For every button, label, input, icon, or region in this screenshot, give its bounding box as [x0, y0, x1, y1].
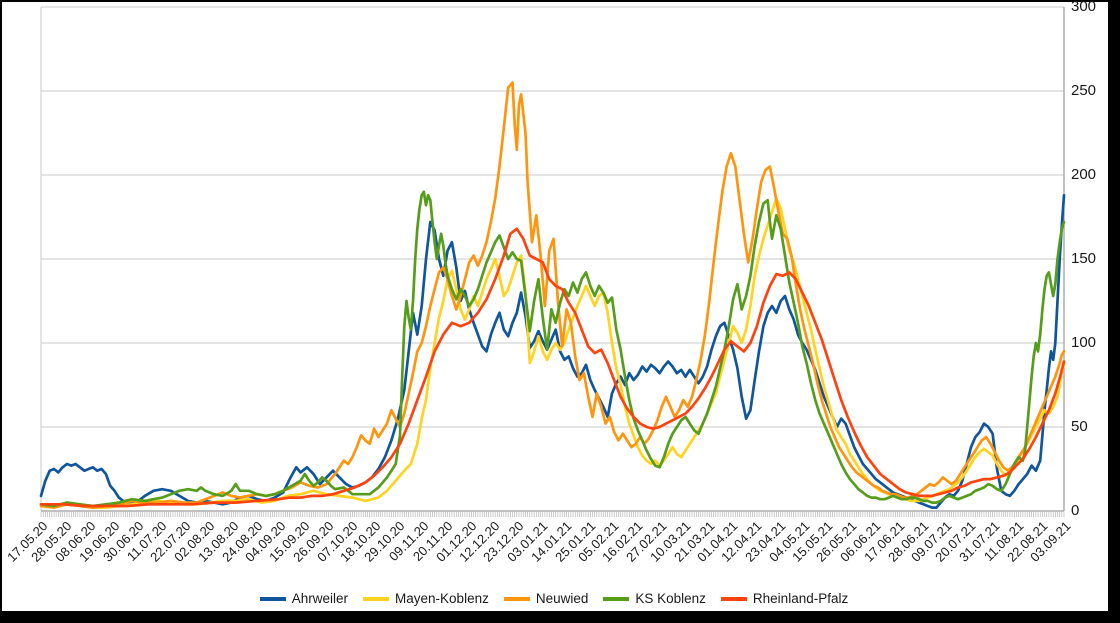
y-axis-tick-label: 200: [1071, 166, 1097, 183]
legend-item-rheinland-pfalz: Rheinland-Pfalz: [720, 591, 849, 606]
legend-item-mayen-koblenz: Mayen-Koblenz: [363, 591, 489, 606]
legend-swatch-rheinland-pfalz: [720, 596, 747, 601]
y-axis-tick-label: 0: [1071, 502, 1080, 519]
y-axis-tick-label: 300: [1071, 0, 1097, 15]
legend-item-ahrweiler: Ahrweiler: [259, 591, 349, 606]
legend-item-ks-koblenz: KS Koblenz: [603, 591, 706, 606]
y-axis-tick-label: 250: [1071, 82, 1097, 99]
legend-swatch-ks-koblenz: [603, 596, 630, 601]
y-axis-tick-label: 100: [1071, 334, 1097, 351]
legend-label: Mayen-Koblenz: [395, 591, 489, 606]
legend-swatch-neuwied: [503, 596, 530, 601]
legend-swatch-ahrweiler: [259, 596, 286, 601]
legend-label: Ahrweiler: [291, 591, 349, 606]
legend-swatch-mayen-koblenz: [363, 596, 390, 601]
legend-label: KS Koblenz: [635, 591, 706, 606]
legend-item-neuwied: Neuwied: [503, 591, 589, 606]
legend-label: Rheinland-Pfalz: [752, 591, 849, 606]
chart-background: [2, 2, 1108, 611]
chart-legend: Ahrweiler Mayen-Koblenz Neuwied KS Koble…: [0, 591, 1108, 606]
y-axis-tick-label: 50: [1071, 418, 1088, 435]
series-line-rheinland-pfalz: [39, 227, 1066, 508]
y-axis-tick-label: 150: [1071, 250, 1097, 267]
series-line-neuwied: [39, 81, 1066, 509]
legend-label: Neuwied: [535, 591, 589, 606]
